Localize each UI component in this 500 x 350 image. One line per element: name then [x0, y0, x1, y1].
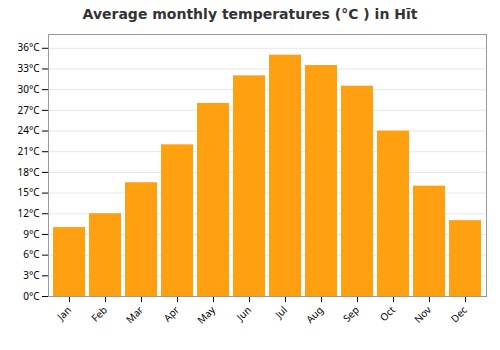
svg-text:3°C: 3°C: [23, 268, 40, 282]
svg-text:Oct: Oct: [377, 303, 399, 325]
svg-text:Mar: Mar: [123, 303, 146, 326]
svg-text:Feb: Feb: [88, 303, 110, 325]
svg-text:24°C: 24°C: [17, 123, 40, 137]
svg-text:15°C: 15°C: [17, 185, 40, 199]
svg-text:Jun: Jun: [233, 303, 254, 324]
svg-text:18°C: 18°C: [17, 165, 40, 179]
svg-text:Jan: Jan: [53, 303, 74, 324]
html-text:Average monthly temperatures (: Average monthly temperatures (°C ) in Hī…: [82, 6, 418, 22]
svg-text:Jul: Jul: [271, 303, 290, 322]
svg-text:21°C: 21°C: [17, 144, 40, 158]
svg-text:Nov: Nov: [411, 302, 435, 326]
svg-text:Sep: Sep: [340, 303, 362, 325]
svg-text:0°C: 0°C: [23, 289, 40, 303]
svg-text:May: May: [194, 302, 219, 327]
svg-text:30°C: 30°C: [17, 82, 40, 96]
svg-text:12°C: 12°C: [17, 206, 40, 220]
svg-text:Apr: Apr: [160, 303, 182, 325]
svg-text:9°C: 9°C: [23, 227, 40, 241]
svg-text:27°C: 27°C: [17, 103, 40, 117]
svg-text:33°C: 33°C: [17, 61, 40, 75]
svg-text:Aug: Aug: [303, 303, 326, 326]
svg-text:Dec: Dec: [447, 303, 470, 326]
svg-text:6°C: 6°C: [23, 247, 40, 261]
svg-text:36°C: 36°C: [17, 40, 40, 54]
